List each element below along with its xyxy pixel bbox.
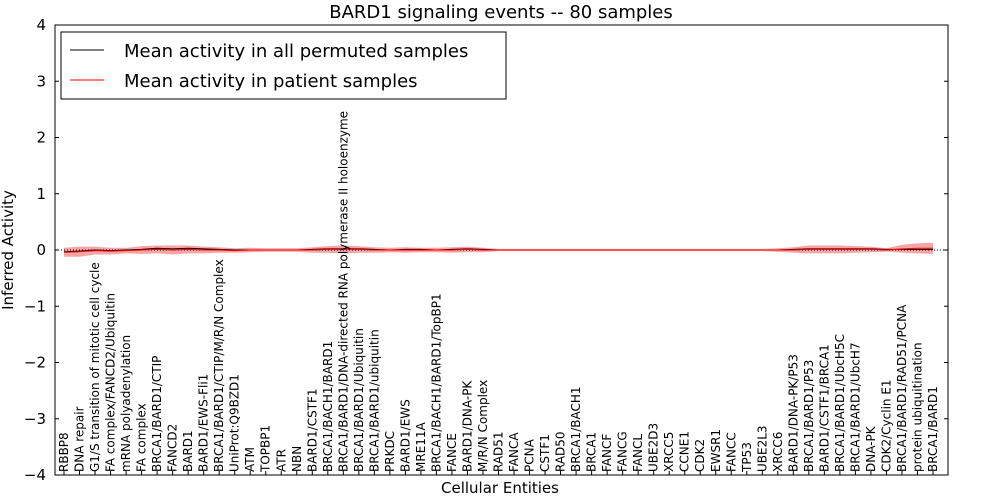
x-axis: RBBP8 DNA repair G1/S transition of mitoti…	[57, 111, 940, 475]
x-category-label: BRCA1/BACH1/BARD1	[321, 341, 335, 472]
x-category-label: CDK2/Cyclin E1	[879, 379, 893, 472]
x-category-label: NBN	[290, 446, 304, 472]
y-tick-label: −4	[24, 466, 46, 484]
y-tick-label: −3	[24, 410, 46, 428]
x-category-label: FANCL	[631, 434, 645, 472]
x-category-label: ATR	[274, 449, 288, 472]
x-category-label: FA complex/FANCD2/Ubiquitin	[104, 293, 118, 472]
legend[interactable]: Mean activity in all permuted samples Me…	[60, 31, 507, 100]
x-category-label: BRCA1	[585, 432, 599, 472]
y-tick-label: −2	[24, 354, 46, 372]
x-category-label: BARD1/DNA-PK/P53	[786, 354, 800, 472]
x-category-label: BRCA1/BARD1	[926, 386, 940, 472]
x-category-label: mRNA polyadenylation	[119, 335, 133, 472]
x-category-label: FANCC	[724, 432, 738, 472]
x-category-label: BRCA1/BARD1/UbcH7	[848, 342, 862, 472]
x-category-label: BARD1/EWS	[398, 399, 412, 472]
x-category-label: BRCA1/BARD1/DNA-directed RNA polymerase …	[336, 111, 350, 472]
x-category-label: FANCE	[445, 433, 459, 472]
x-category-label: UBE2D3	[647, 423, 661, 472]
x-category-label: BARD1/CSTF1/BRCA1	[817, 344, 831, 472]
x-category-label: TOPBP1	[259, 425, 273, 473]
x-category-label: DNA repair	[73, 406, 87, 472]
x-category-label: TP53	[740, 442, 754, 473]
legend-box	[60, 31, 507, 100]
x-category-label: MRE11A	[414, 421, 428, 472]
x-category-label: UniProt:Q9BZD1	[228, 374, 242, 472]
x-category-label: UBE2L3	[755, 425, 769, 472]
x-category-label: M/R/N Complex	[476, 380, 490, 472]
x-category-label: FANCF	[600, 434, 614, 472]
x-category-label: FA complex	[135, 403, 149, 472]
x-category-label: CSTF1	[538, 434, 552, 472]
x-category-label: BARD1/EWS-Fli1	[197, 374, 211, 472]
x-category-label: BRCA1/BACH1	[569, 386, 583, 472]
x-category-label: BRCA1/BARD1/Ubiquitin	[352, 328, 366, 472]
series-line-patient	[63, 247, 933, 253]
x-category-label: ATM	[243, 447, 257, 472]
x-category-label: XRCC6	[771, 432, 785, 472]
x-category-label: BARD1	[181, 430, 195, 472]
y-axis: 4 3 2 1 0 −1 −2 −3 −4	[24, 16, 948, 484]
x-axis-label: Cellular Entities	[441, 479, 559, 497]
x-category-label: BRCA1/BARD1/CTIP	[150, 356, 164, 472]
x-category-label: BRCA1/BARD1/RAD51/PCNA	[895, 304, 909, 472]
x-category-label: CCNE1	[678, 431, 692, 472]
x-category-label: G1/S transition of mitotic cell cycle	[88, 262, 102, 472]
x-category-label: RBBP8	[57, 432, 71, 472]
y-tick-label: 4	[36, 16, 46, 34]
y-tick-label: 3	[36, 72, 46, 90]
x-category-label: BRCA1/BARD1/ubiquitin	[367, 329, 381, 472]
y-tick-label: −1	[24, 297, 46, 315]
x-category-label: BRCA1/BARD1/CTIP/M/R/N Complex	[212, 259, 226, 472]
legend-label-permuted: Mean activity in all permuted samples	[124, 41, 468, 62]
x-category-label: DNA-PK	[864, 425, 878, 472]
x-category-label: BARD1/DNA-PK	[461, 380, 475, 472]
chart-title: BARD1 signaling events -- 80 samples	[329, 2, 673, 23]
x-category-label: FANCD2	[166, 424, 180, 472]
x-category-label: CDK2	[693, 439, 707, 472]
y-tick-label: 0	[36, 241, 46, 259]
x-category-label: XRCC5	[662, 432, 676, 472]
x-category-label: EWSR1	[709, 429, 723, 472]
x-category-label: BRCA1/BARD1/P53	[802, 360, 816, 472]
x-category-label: RAD50	[554, 431, 568, 472]
x-category-label: RAD51	[492, 431, 506, 472]
plot-area	[55, 242, 948, 257]
x-category-label: PRKDC	[383, 431, 397, 472]
y-tick-label: 1	[36, 185, 46, 203]
y-axis-label: Inferred Activity	[0, 190, 17, 310]
x-category-label: PCNA	[523, 438, 537, 472]
y-tick-label: 2	[36, 129, 46, 147]
x-category-label: FANCA	[507, 432, 521, 472]
x-category-label: FANCG	[616, 431, 630, 472]
x-category-label: BRCA1/BARD1/UbcH5C	[833, 334, 847, 472]
x-category-label: BARD1/CSTF1	[305, 388, 319, 472]
x-category-label: protein ubiquitination	[911, 342, 925, 472]
x-category-label: BRCA1/BACH1/BARD1/TopBP1	[429, 293, 443, 472]
legend-label-patient: Mean activity in patient samples	[124, 71, 418, 92]
